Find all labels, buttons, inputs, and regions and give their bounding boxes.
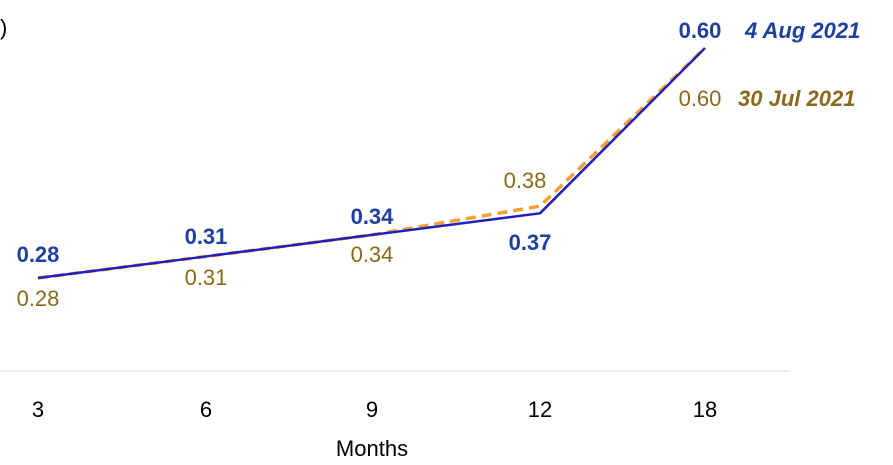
data-label-4-aug-2021: 0.34 bbox=[351, 204, 395, 229]
series-lines bbox=[37, 46, 707, 280]
x-tick-label: 18 bbox=[693, 397, 717, 422]
data-label-4-aug-2021: 0.31 bbox=[185, 224, 228, 249]
data-label-30-jul-2021: 0.28 bbox=[17, 286, 60, 311]
data-label-4-aug-2021: 0.28 bbox=[17, 242, 60, 267]
data-labels: 0.28 0.31 0.34 0.37 0.60 0.28 0.31 0.34 0.38 0.60 bbox=[17, 18, 722, 311]
x-tick-label: 9 bbox=[366, 397, 378, 422]
series-name-labels: 4 Aug 2021 30 Jul 2021 bbox=[738, 18, 860, 111]
data-label-30-jul-2021: 0.34 bbox=[351, 242, 394, 267]
x-axis-ticks: 3 6 9 12 18 bbox=[32, 397, 717, 422]
data-label-30-jul-2021: 0.31 bbox=[185, 265, 228, 290]
series-line-4-aug-2021 bbox=[37, 47, 706, 280]
x-tick-label: 6 bbox=[200, 397, 212, 422]
series-name-4-aug-2021: 4 Aug 2021 bbox=[744, 18, 860, 43]
chart-title-fragment: ) bbox=[0, 15, 7, 40]
data-label-30-jul-2021: 0.60 bbox=[679, 86, 722, 111]
data-label-4-aug-2021: 0.37 bbox=[509, 230, 552, 255]
x-axis-label: Months bbox=[336, 436, 408, 460]
data-label-4-aug-2021: 0.60 bbox=[679, 18, 722, 43]
data-label-30-jul-2021: 0.38 bbox=[504, 168, 547, 193]
x-tick-label: 12 bbox=[528, 397, 552, 422]
series-name-30-jul-2021: 30 Jul 2021 bbox=[738, 86, 855, 111]
x-tick-label: 3 bbox=[32, 397, 44, 422]
